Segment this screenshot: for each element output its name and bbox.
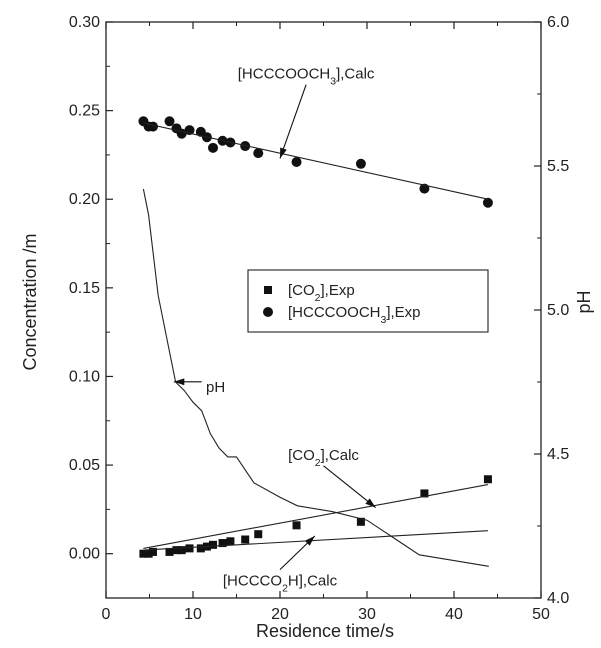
- x-tick-label: 10: [184, 606, 202, 623]
- y-tick-label: 0.10: [69, 368, 100, 385]
- series-line: [143, 485, 488, 549]
- y2-tick-label: 4.0: [547, 590, 569, 607]
- y-axis-right: 4.0 4.5 5.0 5.5 6.0: [534, 14, 569, 607]
- data-point-circle: [483, 198, 493, 208]
- y2-tick-label: 5.0: [547, 302, 569, 319]
- legend-marker-square: [264, 286, 272, 294]
- annotation-0: [HCCCOOCH3],Calc: [238, 66, 375, 159]
- legend: [CO2],Exp[HCCCOOCH3],Exp: [248, 270, 488, 332]
- x-tick-label: 40: [445, 606, 463, 623]
- annotation-2: [CO2],Calc: [288, 447, 376, 508]
- y-tick-label: 0.05: [69, 457, 100, 474]
- data-point-circle: [356, 159, 366, 169]
- data-point-circle: [292, 157, 302, 167]
- arrow-head: [280, 147, 287, 158]
- y-tick-label: 0.00: [69, 546, 100, 563]
- series-line: [143, 531, 488, 550]
- series-line: [143, 189, 488, 566]
- legend-box: [248, 270, 488, 332]
- series-2: [143, 123, 488, 199]
- y-tick-label: 0.20: [69, 191, 100, 208]
- series-5: [143, 189, 488, 566]
- y2-tick-label: 6.0: [547, 14, 569, 31]
- data-point-square: [293, 521, 301, 529]
- annotation-label: pH: [206, 379, 225, 396]
- y2-tick-label: 4.5: [547, 446, 569, 463]
- y-tick-label: 0.25: [69, 103, 100, 120]
- data-point-circle: [148, 122, 158, 132]
- y-axis-title: Concentration /m: [20, 233, 40, 370]
- data-point-circle: [208, 143, 218, 153]
- data-point-square: [226, 537, 234, 545]
- data-point-square: [484, 475, 492, 483]
- legend-marker-circle: [263, 307, 273, 317]
- arrow-line: [280, 85, 306, 159]
- series-layer: [138, 116, 493, 566]
- y2-tick-label: 5.5: [547, 158, 569, 175]
- data-point-square: [209, 541, 217, 549]
- data-point-square: [241, 536, 249, 544]
- annotation-label: [HCCCOOCH3],Calc: [238, 66, 375, 88]
- series-4: [143, 531, 488, 550]
- y2-axis-title: pH: [574, 290, 594, 313]
- series-1: [138, 116, 493, 208]
- data-point-square: [254, 530, 262, 538]
- data-point-square: [186, 544, 194, 552]
- series-3: [143, 485, 488, 549]
- x-axis-title: Residence time/s: [256, 621, 394, 641]
- x-tick-label: 0: [102, 606, 111, 623]
- x-tick-label: 50: [532, 606, 550, 623]
- series-line: [143, 123, 488, 199]
- y-tick-label: 0.15: [69, 280, 100, 297]
- y-tick-label: 0.30: [69, 14, 100, 31]
